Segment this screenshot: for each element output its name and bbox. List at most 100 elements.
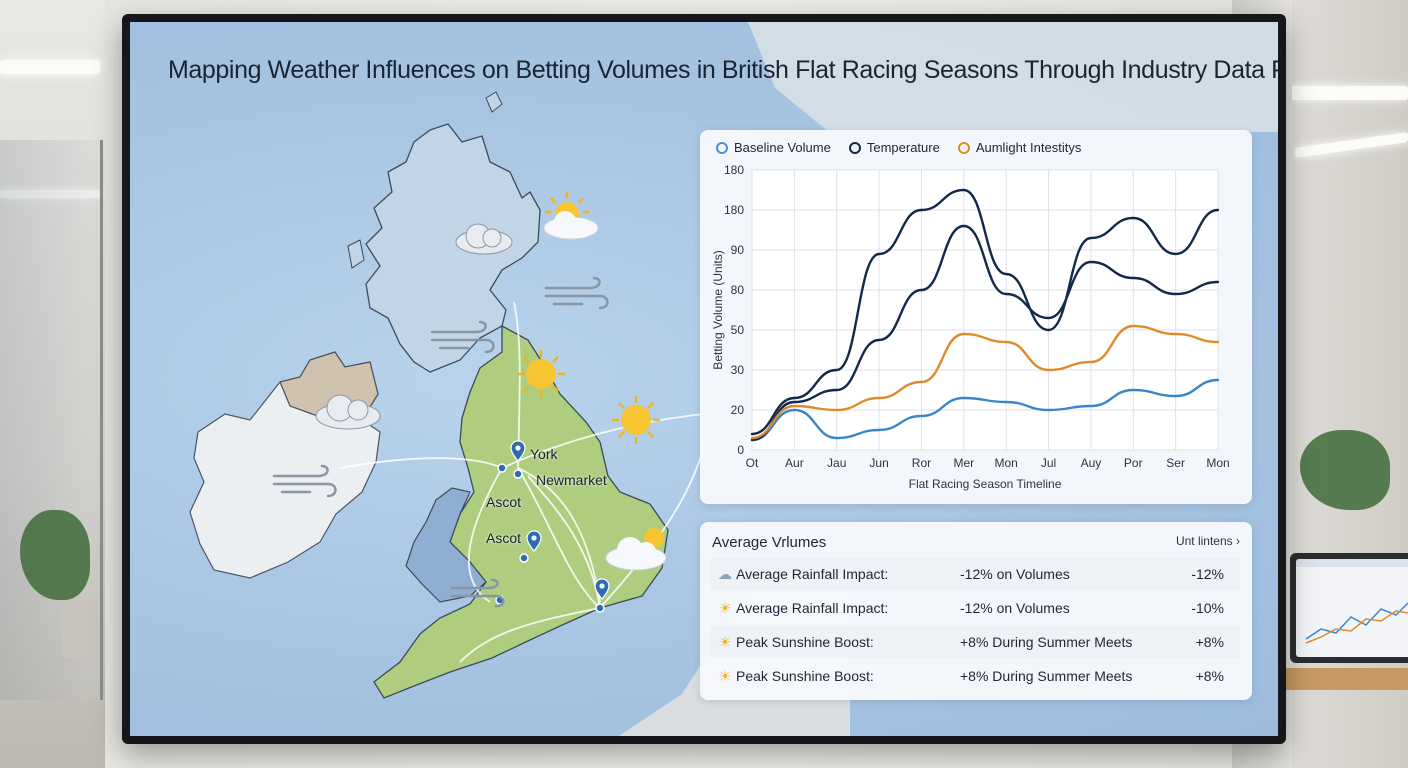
legend-label: Baseline Volume (734, 140, 831, 155)
y-axis-title: Betting Volume (Units) (711, 250, 725, 369)
wind-icon (272, 464, 337, 498)
plot-area (751, 169, 1219, 451)
chart-panel: Baseline Volume Temperature Aumlight Int… (700, 130, 1252, 504)
ceiling-light (1295, 132, 1408, 158)
series-temperature-line-2 (750, 188, 1220, 436)
wind-icon (430, 320, 495, 354)
rain-icon: ☁ (718, 565, 732, 582)
stat-label: Peak Sunshine Boost: (736, 668, 874, 684)
stat-row[interactable]: ☀ Average Rainfall Impact: -12% on Volum… (710, 592, 1240, 624)
plant-pot (62, 600, 98, 658)
legend-label: Temperature (866, 140, 940, 155)
series-sunlight-line (750, 324, 1220, 440)
line-chart: Ot Aur Jau Jun Ror Mer Mon Jul Auy Por Ser Mon 0 20 30… (711, 163, 1230, 491)
cloud-icon (455, 223, 513, 255)
x-tick-label: Jul (1041, 456, 1056, 470)
stat-value: +8% During Summer Meets (960, 668, 1133, 684)
cloud-icon (315, 394, 381, 430)
ceiling-light (0, 60, 100, 74)
x-tick-label: Auy (1081, 456, 1102, 470)
legend-item[interactable]: Temperature (848, 140, 940, 155)
x-tick-label: Mon (1206, 456, 1229, 470)
legend-temperature-icon (848, 141, 861, 154)
continent-shape (748, 22, 1278, 132)
y-tick-label: 0 (737, 443, 744, 457)
y-tick-label: 50 (731, 323, 745, 337)
map-pin-icon[interactable] (510, 440, 526, 462)
stat-label: Peak Sunshine Boost: (736, 634, 874, 650)
series-temperature-line (750, 224, 1220, 442)
plant (1300, 430, 1390, 510)
stats-link-label: Unt lintens (1175, 534, 1233, 548)
y-tick-label: 90 (731, 243, 745, 257)
cloud-icon (605, 528, 667, 571)
page-title: Mapping Weather Influences on Betting Vo… (168, 56, 1278, 84)
x-tick-label: Aur (785, 456, 804, 470)
stats-title: Average Vrlumes (712, 534, 827, 551)
wind-icon (450, 578, 505, 608)
sun-icon: ☀ (718, 599, 732, 616)
wales-shape (405, 487, 487, 603)
stat-pct: +8% (1195, 634, 1224, 650)
stat-pct: +8% (1195, 668, 1224, 684)
series-baseline-line (750, 378, 1220, 442)
ceiling-light (1290, 86, 1408, 100)
stat-pct: -10% (1191, 600, 1224, 616)
y-tick-label: 180 (724, 163, 744, 177)
y-tick-label: 20 (731, 403, 745, 417)
stat-row[interactable]: ☁ Average Rainfall Impact: -12% on Volum… (710, 558, 1240, 590)
stats-panel: Average Vrlumes Unt lintens › ☁ Average … (700, 522, 1252, 700)
legend-label: Aumlight Intestitys (975, 140, 1082, 155)
sun-icon: ☀ (718, 633, 732, 650)
x-tick-label: Por (1124, 456, 1143, 470)
legend-item[interactable]: Baseline Volume (716, 140, 831, 155)
x-tick-label: Ser (1166, 456, 1185, 470)
y-tick-label: 30 (731, 363, 745, 377)
plant (20, 510, 90, 600)
chevron-right-icon: › (1236, 534, 1240, 548)
desk (1278, 668, 1408, 690)
map-pin-icon[interactable] (594, 578, 610, 600)
uk-map (189, 91, 706, 699)
x-tick-label: Ot (746, 456, 759, 470)
sun-icon: ☀ (718, 667, 732, 684)
stat-value: -12% on Volumes (960, 600, 1070, 616)
city-label-york: York (530, 446, 558, 462)
stat-row[interactable]: ☀ Peak Sunshine Boost: +8% During Summer… (710, 626, 1240, 658)
stat-value: -12% on Volumes (960, 566, 1070, 582)
island-shape (485, 91, 503, 113)
stat-value: +8% During Summer Meets (960, 634, 1133, 650)
laptop (1290, 553, 1408, 663)
ceiling-light (0, 190, 100, 198)
dashboard-screen: York Newmarket Ascot Ascot (130, 22, 1278, 736)
x-axis-title: Flat Racing Season Timeline (909, 477, 1062, 491)
y-tick-label: 80 (731, 283, 745, 297)
chart-legend: Baseline Volume Temperature Aumlight Int… (716, 140, 1081, 155)
city-label-newmarket: Newmarket (536, 472, 607, 488)
stat-pct: -12% (1191, 566, 1224, 582)
legend-sunlight-icon (957, 141, 970, 154)
x-tick-label: Mon (995, 456, 1018, 470)
wind-icon (544, 276, 609, 310)
map-pin-icon[interactable] (526, 530, 542, 552)
x-tick-label: Jau (827, 456, 846, 470)
city-label-ascot: Ascot (486, 494, 522, 510)
x-tick-label: Ror (912, 456, 931, 470)
sun-icon (543, 192, 599, 240)
sun-icon (612, 396, 660, 444)
england-shape (373, 324, 669, 699)
x-tick-label: Jun (869, 456, 888, 470)
city-label-ascot: Ascot (486, 530, 522, 546)
x-tick-label: Mer (953, 456, 974, 470)
y-tick-label: 180 (724, 203, 744, 217)
legend-item[interactable]: Aumlight Intestitys (957, 140, 1082, 155)
stat-label: Average Rainfall Impact: (736, 566, 889, 582)
stat-label: Average Rainfall Impact: (736, 600, 889, 616)
island-shape (347, 239, 365, 269)
stat-row[interactable]: ☀ Peak Sunshine Boost: +8% During Summer… (710, 660, 1240, 692)
stats-link[interactable]: Unt lintens › (1176, 534, 1240, 548)
scotland-shape (365, 123, 541, 373)
sun-icon (517, 350, 565, 398)
legend-baseline-icon (716, 141, 728, 154)
monitor: York Newmarket Ascot Ascot (122, 14, 1286, 744)
